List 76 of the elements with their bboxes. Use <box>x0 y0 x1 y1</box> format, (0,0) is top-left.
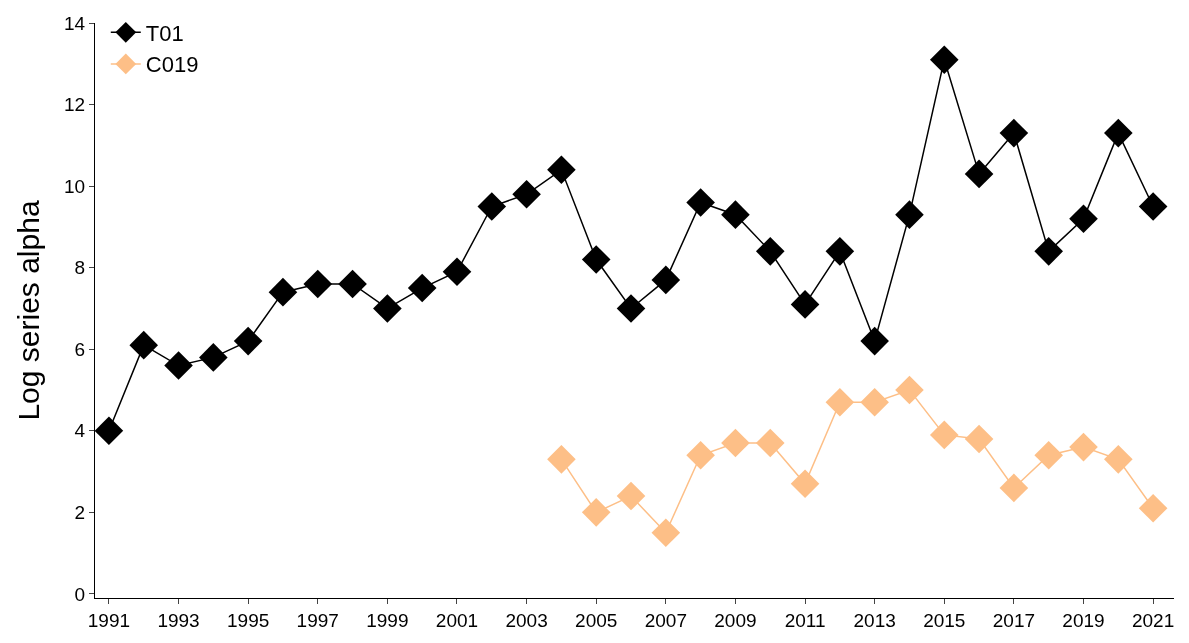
y-tick-label: 6 <box>74 338 86 360</box>
y-tick-label: 10 <box>64 175 86 197</box>
point <box>303 269 333 299</box>
x-tick-label: 2015 <box>923 609 966 631</box>
point <box>233 326 263 356</box>
point <box>860 326 889 356</box>
y-axis-title: Log series alpha <box>12 200 46 421</box>
point <box>721 200 750 229</box>
point <box>999 473 1029 503</box>
point <box>1138 493 1168 523</box>
point <box>895 200 924 229</box>
x-tick-label: 2009 <box>714 609 757 631</box>
point <box>547 155 576 185</box>
x-tick-label: 2007 <box>644 609 687 631</box>
point <box>825 387 855 417</box>
point <box>616 481 646 511</box>
x-tick-label: 2011 <box>784 609 826 631</box>
point <box>547 445 576 474</box>
point <box>686 440 715 470</box>
point <box>651 518 681 548</box>
point <box>929 420 959 450</box>
point <box>1034 440 1063 470</box>
point <box>199 343 228 372</box>
legend-label: C019 <box>145 52 199 78</box>
x-tick-label: 1995 <box>227 609 270 631</box>
point <box>964 424 994 454</box>
point <box>999 118 1029 148</box>
point <box>581 245 611 274</box>
x-tick-label: 1999 <box>366 609 409 631</box>
point <box>95 416 124 446</box>
point <box>1138 192 1168 221</box>
x-tick-label: 2001 <box>435 609 479 631</box>
y-tick-label: 0 <box>74 583 86 605</box>
x-tick-label: 1991 <box>87 609 131 631</box>
y-tick-label: 14 <box>64 12 86 34</box>
x-tick-label: 1997 <box>296 609 339 631</box>
y-tick-label: 12 <box>64 94 86 116</box>
point <box>129 330 159 360</box>
point <box>407 273 437 303</box>
point <box>929 45 959 74</box>
point <box>338 269 367 299</box>
x-tick-label: 2005 <box>575 609 618 631</box>
point <box>581 498 611 527</box>
point <box>825 237 855 266</box>
y-tick-label: 8 <box>74 257 86 279</box>
point <box>755 428 785 458</box>
point <box>164 351 193 380</box>
point <box>268 277 298 307</box>
point <box>755 237 785 266</box>
point <box>860 387 889 417</box>
point <box>1069 432 1098 462</box>
point <box>721 428 750 458</box>
point <box>1104 118 1133 148</box>
point <box>616 294 646 323</box>
point <box>651 265 681 295</box>
point <box>686 188 715 217</box>
point <box>442 257 472 287</box>
point <box>512 179 541 209</box>
point <box>790 469 820 499</box>
point <box>477 192 507 221</box>
x-tick-label: 2013 <box>853 609 896 631</box>
x-tick-label: 2017 <box>992 609 1036 631</box>
point <box>1104 445 1133 474</box>
point <box>1034 237 1063 266</box>
x-tick-label: 2021 <box>1131 609 1175 631</box>
point <box>1069 204 1098 234</box>
legend-label: T01 <box>145 20 184 46</box>
point <box>895 375 924 405</box>
x-tick-label: 2019 <box>1062 609 1105 631</box>
y-tick-label: 2 <box>74 502 86 524</box>
point <box>373 294 402 323</box>
point <box>964 159 994 189</box>
y-tick-label: 4 <box>74 420 86 442</box>
point <box>790 290 820 319</box>
x-tick-label: 1993 <box>157 609 200 631</box>
x-tick-label: 2003 <box>505 609 548 631</box>
